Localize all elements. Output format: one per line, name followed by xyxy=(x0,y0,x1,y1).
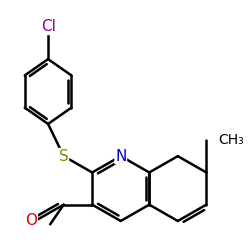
Text: N: N xyxy=(115,149,126,164)
Text: S: S xyxy=(59,149,69,164)
Text: O: O xyxy=(25,214,37,228)
Text: CH₃: CH₃ xyxy=(218,132,244,146)
Text: Cl: Cl xyxy=(41,20,56,34)
